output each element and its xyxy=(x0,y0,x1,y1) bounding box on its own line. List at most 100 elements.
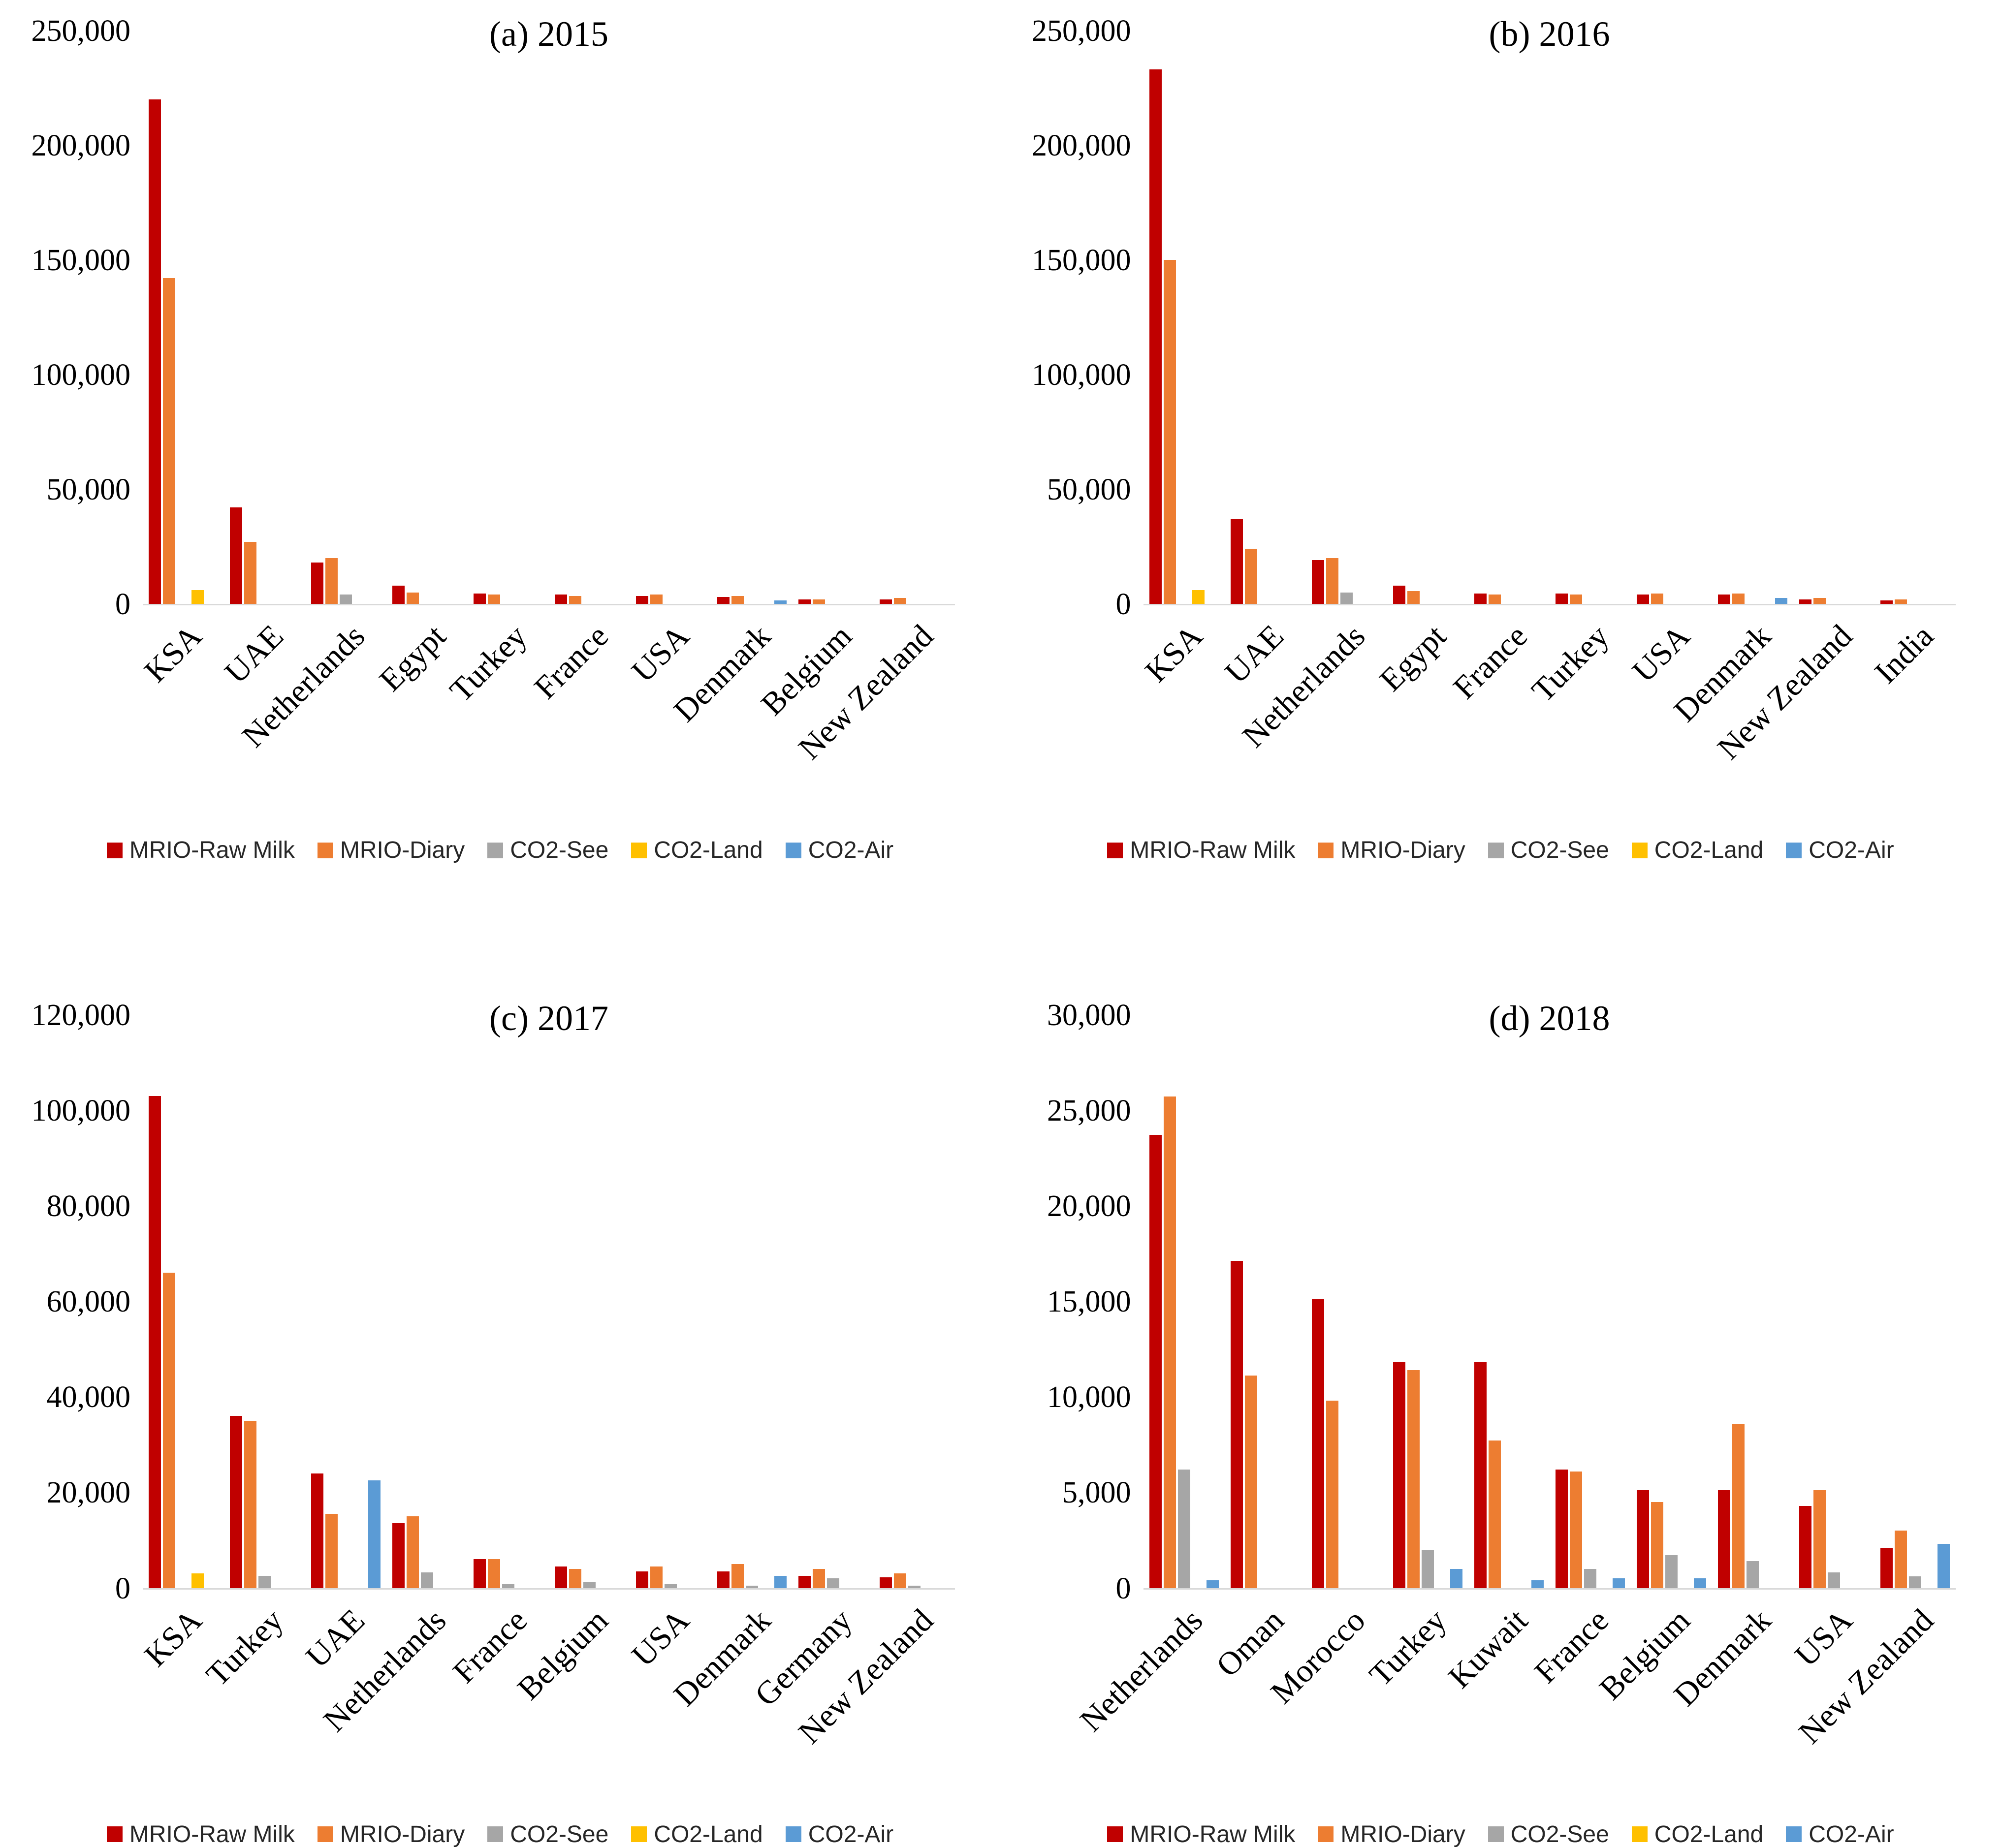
mrio-diary-bar xyxy=(813,599,825,604)
mrio-raw-milk-bar xyxy=(230,507,242,604)
mrio-diary-bar xyxy=(1569,595,1582,604)
legend-swatch-icon xyxy=(1488,1826,1504,1842)
mrio-diary-bar xyxy=(569,595,581,604)
co2-see-bar xyxy=(340,595,352,604)
mrio-raw-milk-bar xyxy=(392,1523,405,1588)
x-category-label: USA xyxy=(625,1602,697,1674)
co2-air-bar xyxy=(1693,1578,1706,1588)
chart-d-inner: (d) 2018 0 5,000 10,000 15,000 20,000 25,000 3… xyxy=(1001,984,2001,1848)
y-tick-label: 100,000 xyxy=(31,358,131,392)
legend-swatch-icon xyxy=(1631,842,1648,858)
mrio-diary-bar xyxy=(1894,599,1907,604)
legend-swatch-icon xyxy=(785,842,801,858)
co2-see-bar xyxy=(665,1584,677,1588)
chart-a-2015: (a) 2015 0 50,000 100,000 150,000 200,000 250… xyxy=(0,0,1000,920)
mrio-diary-bar xyxy=(894,1573,906,1588)
mrio-diary-bar xyxy=(1244,549,1257,604)
co2-see-bar xyxy=(908,1585,921,1588)
legend-item-mrio-raw-milk: MRIO-Raw Milk xyxy=(106,1821,295,1848)
legend-swatch-icon xyxy=(1318,1826,1334,1842)
mrio-diary-bar xyxy=(650,595,663,604)
y-tick-label: 150,000 xyxy=(1032,244,1131,278)
mrio-raw-milk-bar xyxy=(1799,599,1811,604)
chart-a-inner: (a) 2015 0 50,000 100,000 150,000 200,000 250… xyxy=(0,0,1000,920)
legend-item-co2-see: CO2-See xyxy=(487,837,608,864)
co2-air-bar xyxy=(1937,1544,1950,1588)
legend-swatch-icon xyxy=(1786,1826,1802,1842)
co2-air-bar xyxy=(774,600,787,604)
y-tick-label: 40,000 xyxy=(46,1380,131,1414)
co2-land-bar xyxy=(191,1573,204,1588)
chart-c-title: (c) 2017 xyxy=(489,998,608,1038)
mrio-diary-bar xyxy=(1813,598,1826,604)
legend-item-mrio-raw-milk: MRIO-Raw Milk xyxy=(1107,837,1295,864)
legend-swatch-icon xyxy=(1786,842,1802,858)
mrio-raw-milk-bar xyxy=(880,599,892,604)
legend-swatch-icon xyxy=(631,842,647,858)
legend-label: CO2-Land xyxy=(654,1821,763,1848)
mrio-raw-milk-bar xyxy=(1393,1362,1405,1588)
legend-item-co2-see: CO2-See xyxy=(1488,1821,1609,1848)
chart-a-title: (a) 2015 xyxy=(489,14,608,54)
legend-label: CO2-See xyxy=(1510,1821,1609,1848)
mrio-diary-bar xyxy=(1894,1531,1907,1588)
chart-d-x-axis-labels: Netherlands Oman Morocco Turkey Kuwait France… xyxy=(1073,1597,1956,1809)
mrio-raw-milk-bar xyxy=(717,1571,730,1588)
co2-air-bar xyxy=(1612,1578,1625,1588)
legend-swatch-icon xyxy=(631,1826,647,1842)
legend-item-mrio-diary: MRIO-Diary xyxy=(317,837,465,864)
legend-item-co2-land: CO2-Land xyxy=(1631,837,1763,864)
chart-d-title: (d) 2018 xyxy=(1489,998,1610,1038)
mrio-raw-milk-bar xyxy=(880,1577,892,1588)
mrio-raw-milk-bar xyxy=(474,1559,486,1588)
legend-item-co2-see: CO2-See xyxy=(1488,837,1609,864)
chart-d-plot-area xyxy=(1143,1016,1956,1590)
mrio-raw-milk-bar xyxy=(555,595,567,604)
legend-item-co2-air: CO2-Air xyxy=(1786,1821,1894,1848)
x-category-label: KSA xyxy=(137,618,209,689)
y-tick-label: 25,000 xyxy=(1047,1094,1131,1128)
mrio-raw-milk-bar xyxy=(717,597,730,604)
y-tick-label: 30,000 xyxy=(1047,998,1131,1032)
legend-item-mrio-raw-milk: MRIO-Raw Milk xyxy=(1107,1821,1295,1848)
co2-air-bar xyxy=(1450,1568,1462,1588)
mrio-diary-bar xyxy=(569,1568,581,1588)
mrio-diary-bar xyxy=(244,1420,256,1588)
legend-item-co2-air: CO2-Air xyxy=(1786,837,1894,864)
chart-b-inner: (b) 2016 0 50,000 100,000 150,000 200,000 250… xyxy=(1001,0,2001,920)
chart-a-legend: MRIO-Raw Milk MRIO-Diary CO2-See CO2-Land CO… xyxy=(0,837,1000,864)
chart-c-plot-area xyxy=(143,1016,955,1590)
y-tick-label: 80,000 xyxy=(46,1189,131,1223)
mrio-raw-milk-bar xyxy=(1311,560,1324,604)
mrio-diary-bar xyxy=(1651,1502,1663,1588)
y-tick-label: 250,000 xyxy=(31,14,131,48)
mrio-raw-milk-bar xyxy=(474,594,486,604)
mrio-diary-bar xyxy=(407,1516,419,1588)
mrio-raw-milk-bar xyxy=(1230,1261,1243,1588)
mrio-diary-bar xyxy=(1813,1490,1826,1588)
mrio-diary-bar xyxy=(163,278,175,604)
mrio-raw-milk-bar xyxy=(1717,1490,1730,1588)
co2-see-bar xyxy=(1908,1576,1921,1588)
mrio-raw-milk-bar xyxy=(1555,594,1568,604)
y-tick-label: 120,000 xyxy=(31,998,131,1032)
y-tick-label: 0 xyxy=(115,1571,130,1605)
chart-d-2018: (d) 2018 0 5,000 10,000 15,000 20,000 25,000 3… xyxy=(1001,920,2001,1848)
chart-b-y-axis-labels: 0 50,000 100,000 150,000 200,000 250,000 xyxy=(1001,14,1136,621)
mrio-diary-bar xyxy=(1407,591,1420,604)
legend-label: CO2-Land xyxy=(1654,1821,1764,1848)
x-category-label: UAE xyxy=(299,1602,372,1675)
mrio-raw-milk-bar xyxy=(1636,595,1649,604)
co2-see-bar xyxy=(1665,1555,1678,1588)
mrio-diary-bar xyxy=(1326,1400,1338,1588)
legend-label: CO2-See xyxy=(510,1821,609,1848)
legend-label: MRIO-Raw Milk xyxy=(1130,837,1296,863)
mrio-raw-milk-bar xyxy=(636,595,648,604)
co2-see-bar xyxy=(746,1585,758,1588)
mrio-raw-milk-bar xyxy=(1880,1547,1893,1588)
legend-label: CO2-See xyxy=(510,837,609,863)
x-category-label: KSA xyxy=(1138,618,1210,689)
co2-air-bar xyxy=(1775,598,1787,604)
legend-item-mrio-diary: MRIO-Diary xyxy=(1318,837,1465,864)
legend-swatch-icon xyxy=(1107,1826,1123,1842)
